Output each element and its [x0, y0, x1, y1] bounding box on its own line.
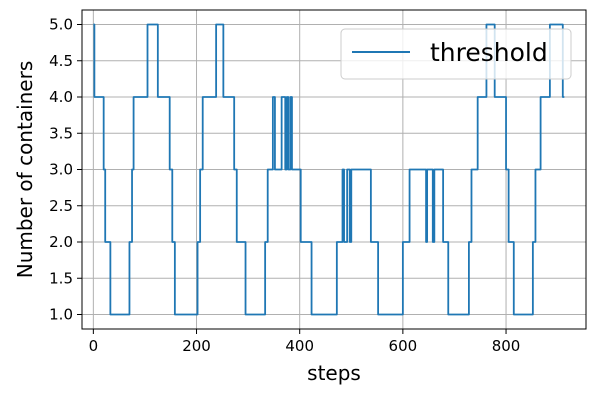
- x-tick-label: 800: [492, 337, 521, 355]
- series-line-threshold: [93, 23, 565, 316]
- y-tick-label: 1.5: [49, 269, 73, 287]
- x-tick-label: 400: [285, 337, 314, 355]
- y-tick-label: 2.0: [49, 233, 73, 251]
- x-tick-label: 200: [182, 337, 211, 355]
- y-tick-label: 3.5: [49, 124, 73, 142]
- y-tick-label: 3.0: [49, 161, 73, 179]
- y-tick-label: 2.5: [49, 197, 73, 215]
- y-tick-label: 5.0: [49, 16, 73, 34]
- legend-box: [340, 28, 572, 80]
- x-tick-label: 0: [89, 337, 99, 355]
- x-axis-label: steps: [307, 361, 361, 385]
- y-tick-label: 1.0: [49, 306, 73, 324]
- y-axis-label: Number of containers: [13, 61, 37, 279]
- axis-ticks: 0 200 400 600 800 1.0 1.5 2.0 2.5 3.0 3.5 4.0 4.5 5.0: [49, 16, 520, 356]
- series-layer: [93, 23, 565, 316]
- legend: threshold: [340, 28, 572, 80]
- y-tick-label: 4.5: [49, 52, 73, 70]
- x-tick-label: 600: [389, 337, 418, 355]
- legend-label-threshold: threshold: [430, 38, 548, 67]
- y-tick-label: 4.0: [49, 88, 73, 106]
